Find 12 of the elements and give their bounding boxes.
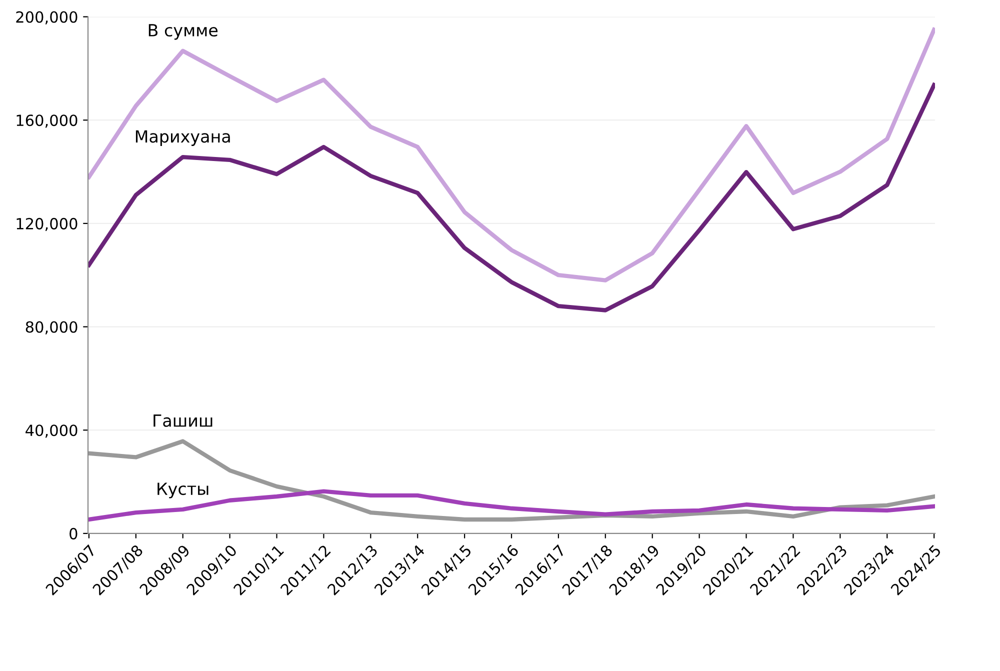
series-label: Марихуана: [136, 130, 230, 146]
y-tick-label: 200,000: [16, 11, 78, 24]
line-series: [88, 82, 935, 312]
series-label: Гашиш: [154, 414, 212, 427]
y-tick-label: 160,000: [16, 114, 78, 128]
line-series: [88, 439, 935, 522]
y-tick-label: 0: [70, 528, 78, 540]
y-tick-label: 80,000: [26, 321, 78, 334]
series-label: В сумме: [148, 24, 218, 40]
y-tick-label: 40,000: [26, 424, 78, 438]
y-tick-label: 120,000: [16, 218, 78, 232]
series-label: Кусты: [158, 482, 208, 498]
